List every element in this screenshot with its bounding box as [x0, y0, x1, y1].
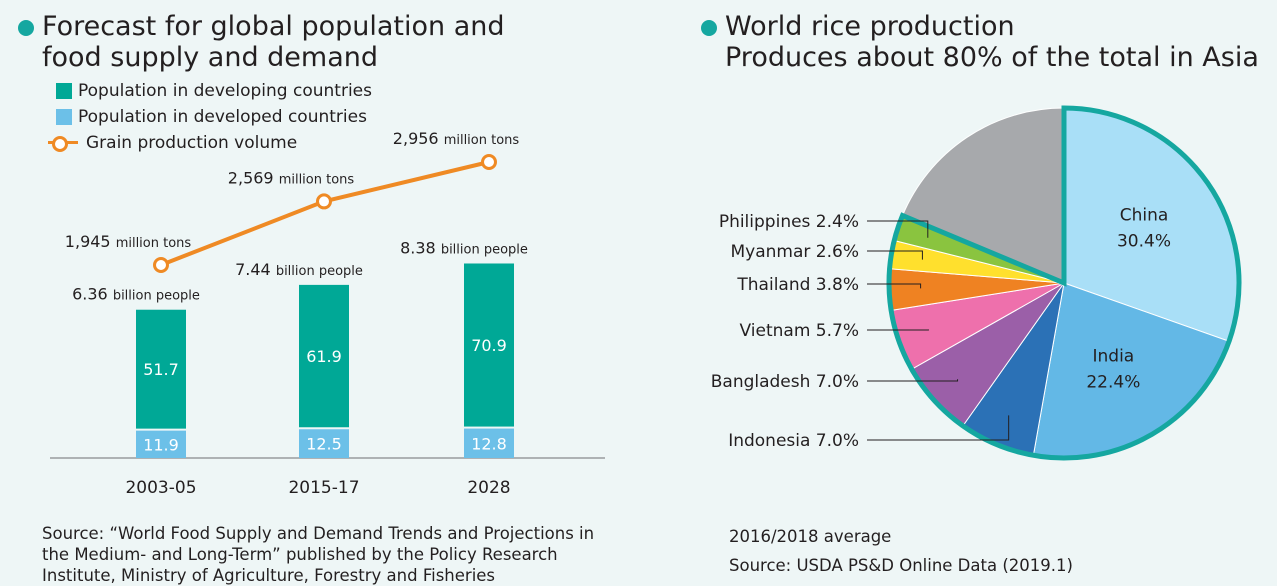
bar-developed-2015-17	[299, 429, 349, 458]
right-title-line-1: World rice production	[725, 11, 1015, 42]
total-population-label: 6.36 billion people	[72, 285, 200, 304]
right-note-source: Source: USDA PS&D Online Data (2019.1)	[729, 556, 1073, 575]
data-label-developed: 12.5	[306, 435, 342, 454]
legend-label-grain: Grain production volume	[86, 133, 298, 153]
legend-swatch-developed	[56, 109, 72, 125]
right-notes: 2016/2018 average Source: USDA PS&D Onli…	[729, 522, 1073, 580]
grain-point-marker	[481, 154, 497, 170]
left-title-line-2: food supply and demand	[42, 42, 379, 73]
pie-leader-line	[867, 379, 959, 382]
grain-point-marker	[153, 257, 169, 273]
left-title-line-1: Forecast for global population and	[42, 11, 505, 42]
grain-value-label: 2,956 million tons	[393, 129, 520, 148]
data-label-developing: 51.7	[143, 360, 179, 379]
legend-item-developing: Population in developing countries	[50, 78, 372, 104]
bullet-dot-icon	[18, 20, 34, 36]
population-grain-chart: 11.9 51.7 2003-05 6.36 billion people 12.5 61…	[50, 129, 605, 498]
pie-label-percent: 30.4%	[1117, 231, 1171, 251]
pie-leader-line	[867, 220, 929, 238]
grain-point-marker	[316, 193, 332, 210]
bar-developed-2003-05	[136, 430, 186, 458]
total-population-label: 7.44 billion people	[235, 260, 363, 279]
data-label-developed: 12.8	[471, 434, 507, 453]
left-source-line-2: the Medium- and Long-Term” published by …	[42, 545, 558, 564]
pie-leader-line	[867, 415, 1010, 441]
bar-developing-2003-05	[136, 309, 186, 429]
legend: Population in developing countries Popul…	[48, 78, 372, 156]
pie-outside-label: Philippines 2.4%	[719, 212, 859, 232]
bar-developed-2028	[464, 428, 514, 458]
right-title-line-2: Produces about 80% of the total in Asia	[725, 42, 1259, 73]
pie-label-percent: 22.4%	[1086, 373, 1140, 393]
data-label-developing: 61.9	[306, 347, 342, 366]
grain-value-label: 2,569 million tons	[228, 168, 355, 187]
legend-item-developed: Population in developed countries	[50, 104, 372, 130]
left-source-line-1: Source: “World Food Supply and Demand Tr…	[42, 524, 595, 543]
x-tick-label: 2003-05	[125, 478, 196, 498]
legend-item-grain: Grain production volume	[48, 130, 372, 156]
pie-outside-label: Indonesia 7.0%	[728, 431, 859, 451]
rice-production-pie: China 30.4% India 22.4% Indonesia 7.0% Bangla…	[711, 105, 1242, 461]
pie-outside-label: Thailand 3.8%	[736, 275, 859, 295]
x-tick-label: 2028	[467, 478, 510, 498]
asia-highlight-outline	[886, 105, 1242, 461]
pie-outside-label: Vietnam 5.7%	[740, 321, 859, 341]
legend-label-developed: Population in developed countries	[78, 107, 367, 127]
legend-swatch-developing	[56, 83, 72, 99]
legend-label-developing: Population in developing countries	[78, 81, 372, 101]
pie-outside-label: Myanmar 2.6%	[731, 242, 859, 262]
legend-marker-grain-icon	[52, 136, 68, 152]
right-note-average: 2016/2018 average	[729, 527, 892, 546]
grain-value-label: 1,945 million tons	[65, 232, 192, 251]
bullet-dot-icon	[701, 20, 717, 36]
right-chart-title: World rice production Produces about 80%…	[701, 11, 1259, 73]
bar-developing-2015-17	[299, 284, 349, 428]
pie-outside-label: Bangladesh 7.0%	[711, 372, 859, 392]
pie-leader-line	[867, 250, 923, 260]
left-source-note: Source: “World Food Supply and Demand Tr…	[42, 523, 594, 586]
left-chart-title: Forecast for global population and food …	[18, 11, 505, 73]
total-population-label: 8.38 billion people	[400, 238, 528, 257]
pie-label-name: India	[1092, 347, 1134, 367]
pie-leader-line	[867, 283, 922, 289]
data-label-developing: 70.9	[471, 336, 507, 355]
x-tick-label: 2015-17	[288, 478, 359, 498]
pie-label-name: China	[1120, 205, 1169, 225]
data-label-developed: 11.9	[143, 435, 179, 454]
pie-slice-other	[901, 107, 1065, 284]
bar-developing-2028	[464, 263, 514, 427]
left-source-line-3: Institute, Ministry of Agriculture, Fore…	[42, 566, 496, 585]
